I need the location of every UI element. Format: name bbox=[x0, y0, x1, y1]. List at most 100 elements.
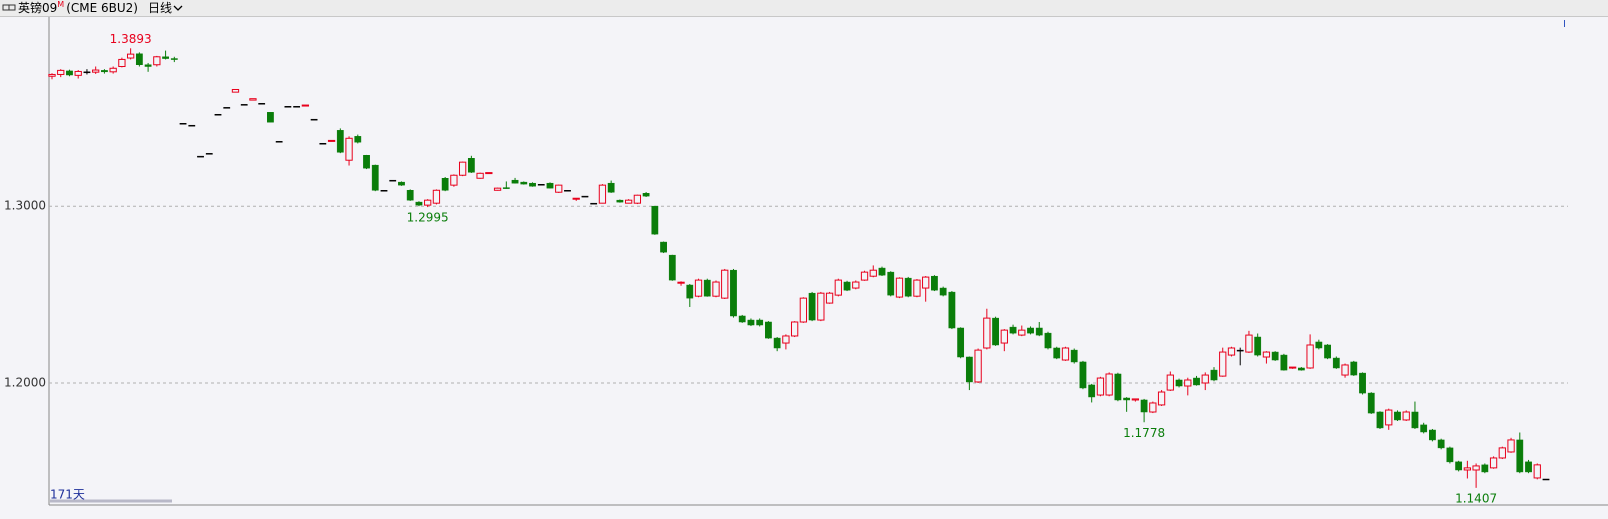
candle-body bbox=[546, 182, 554, 189]
candle-body bbox=[92, 69, 100, 73]
candle-body bbox=[756, 319, 764, 326]
candle-body bbox=[1332, 357, 1340, 369]
candle-body bbox=[1079, 361, 1087, 389]
candle-body bbox=[485, 172, 493, 175]
candle-body bbox=[1306, 344, 1314, 369]
candle-body bbox=[1219, 351, 1227, 377]
candle-body bbox=[939, 287, 947, 296]
y-tick-label: 1.3000 bbox=[4, 199, 46, 213]
candle-body bbox=[931, 275, 938, 291]
candle-body bbox=[74, 70, 82, 76]
candle-body bbox=[398, 181, 405, 186]
candle-body bbox=[432, 189, 441, 204]
candle-body bbox=[415, 201, 423, 206]
candle-body bbox=[493, 187, 502, 191]
candle-body bbox=[118, 58, 126, 68]
extreme-label: 1.3893 bbox=[110, 32, 152, 46]
candle-body bbox=[249, 98, 257, 101]
candle-body bbox=[974, 349, 982, 383]
candle-body bbox=[1315, 341, 1323, 349]
candle-body bbox=[1245, 334, 1253, 353]
candle-body bbox=[441, 178, 449, 191]
candle-body bbox=[205, 153, 213, 155]
candle-body bbox=[843, 281, 851, 291]
candle-body bbox=[1533, 464, 1541, 479]
candle-body bbox=[817, 292, 825, 321]
candle-body bbox=[590, 202, 598, 205]
candle-body bbox=[537, 184, 545, 186]
candle-body bbox=[1525, 461, 1532, 473]
candle-body bbox=[1157, 391, 1166, 406]
candle-body bbox=[712, 281, 720, 297]
candle-body bbox=[476, 172, 484, 179]
candle-body bbox=[983, 317, 991, 349]
candle-body bbox=[214, 113, 222, 116]
candle-body bbox=[520, 181, 528, 185]
candle-body bbox=[790, 321, 799, 337]
candle-body bbox=[467, 158, 475, 173]
candle-body bbox=[1516, 439, 1524, 473]
candle-body bbox=[293, 106, 301, 108]
candle-body bbox=[581, 195, 589, 198]
candle-body bbox=[895, 277, 904, 298]
candle-body bbox=[616, 199, 624, 203]
candle-body bbox=[327, 139, 336, 142]
period-select[interactable]: 日线 bbox=[147, 1, 172, 15]
code: (CME 6BU2) bbox=[66, 1, 138, 15]
candle-body bbox=[450, 174, 458, 186]
candle-body bbox=[1166, 374, 1174, 391]
candle-body bbox=[633, 194, 642, 204]
chevron[interactable] bbox=[172, 0, 184, 16]
candle-body bbox=[1489, 457, 1498, 469]
candle-body bbox=[1411, 411, 1419, 429]
candle-body bbox=[878, 267, 886, 276]
flag: M bbox=[57, 0, 65, 9]
candle-body bbox=[948, 291, 956, 329]
candle-body bbox=[1429, 429, 1436, 441]
candle-body bbox=[267, 112, 274, 123]
candle-body bbox=[773, 337, 781, 349]
candle-body bbox=[1394, 411, 1401, 421]
candle-body bbox=[57, 69, 65, 75]
candle-body bbox=[642, 193, 650, 197]
candle-body bbox=[624, 199, 633, 204]
candle-body bbox=[363, 155, 370, 169]
candle-body bbox=[1184, 379, 1192, 387]
candle-body bbox=[258, 103, 266, 105]
candle-body bbox=[275, 141, 283, 143]
candle-body bbox=[660, 241, 667, 253]
candle-body bbox=[1114, 373, 1122, 401]
candle-body bbox=[922, 276, 930, 289]
candle-body bbox=[869, 269, 877, 277]
chart: I 171天 1.3000 1.2000 1.3893 1.2995 1.1778 1.1… bbox=[4, 17, 1608, 506]
link-icon bbox=[2, 4, 16, 11]
candle-body bbox=[345, 137, 353, 161]
candle-body bbox=[825, 292, 834, 304]
candle-body bbox=[66, 70, 73, 76]
candle-body bbox=[1009, 326, 1017, 334]
candle-body bbox=[1280, 354, 1288, 371]
candle-body bbox=[1236, 349, 1244, 352]
candle-body bbox=[83, 71, 91, 74]
candle-body bbox=[126, 53, 135, 59]
candle-body bbox=[860, 271, 869, 281]
candle-body bbox=[1271, 351, 1279, 361]
candle-body bbox=[1472, 465, 1480, 471]
y-tick-label: 1.2000 bbox=[4, 376, 46, 390]
candle-body bbox=[1088, 384, 1096, 398]
candle-body bbox=[1105, 373, 1113, 396]
candle-body bbox=[651, 205, 659, 235]
candle-body bbox=[1481, 464, 1489, 473]
candle-body bbox=[153, 56, 161, 66]
candle-body bbox=[1463, 467, 1472, 471]
candle-body bbox=[240, 104, 248, 106]
candle-body bbox=[677, 281, 685, 284]
candle-body bbox=[887, 271, 895, 296]
candle-body bbox=[808, 292, 816, 321]
candle-body bbox=[1507, 439, 1515, 453]
candle-body bbox=[1149, 402, 1157, 413]
candle-body bbox=[1350, 361, 1358, 376]
candle-body bbox=[686, 284, 694, 299]
corner-mark: I bbox=[1563, 19, 1566, 30]
candle-body bbox=[135, 53, 143, 65]
